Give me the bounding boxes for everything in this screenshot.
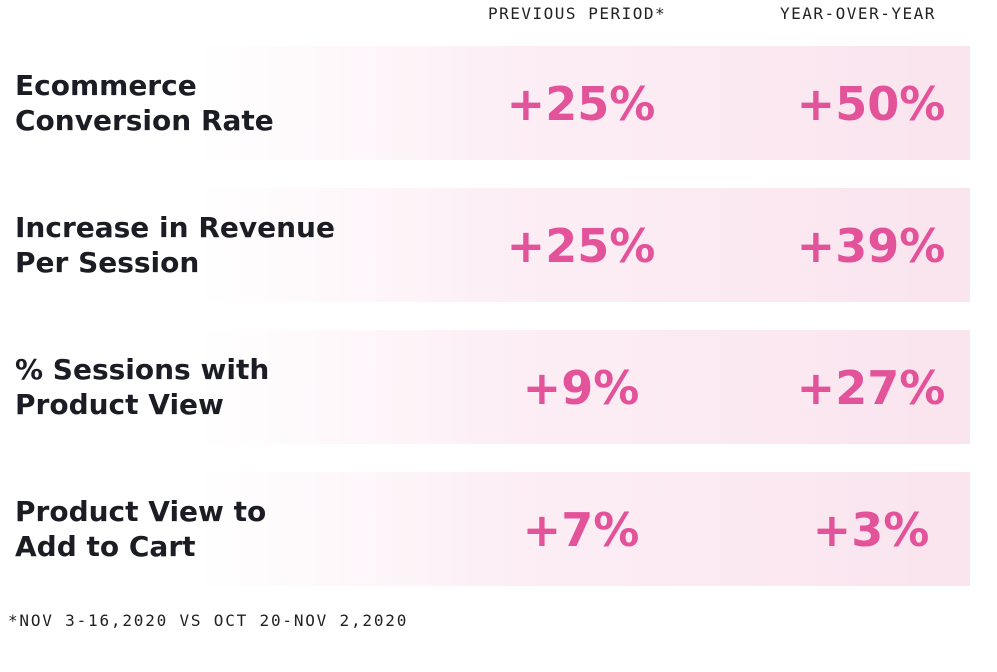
value-previous-period: +25% bbox=[506, 219, 656, 273]
metric-label-line: Conversion Rate bbox=[15, 104, 274, 137]
metric-label-line: Product View bbox=[15, 388, 224, 421]
footnote: *NOV 3-16,2020 VS OCT 20-NOV 2,2020 bbox=[8, 611, 409, 630]
column-header-previous-period: PREVIOUS PERIOD* bbox=[488, 4, 667, 23]
metric-row: Ecommerce Conversion Rate +25% +50% bbox=[0, 46, 970, 160]
value-previous-period: +25% bbox=[506, 77, 656, 131]
metric-row: Product View to Add to Cart +7% +3% bbox=[0, 472, 970, 586]
metric-label-line: Per Session bbox=[15, 246, 200, 279]
metric-label: % Sessions with Product View bbox=[15, 352, 269, 422]
metric-label-line: Increase in Revenue bbox=[15, 211, 335, 244]
metric-label: Product View to Add to Cart bbox=[15, 494, 266, 564]
value-previous-period: +7% bbox=[522, 503, 640, 557]
metric-row: Increase in Revenue Per Session +25% +39% bbox=[0, 188, 970, 302]
value-year-over-year: +39% bbox=[796, 219, 946, 273]
metric-row: % Sessions with Product View +9% +27% bbox=[0, 330, 970, 444]
metric-label: Ecommerce Conversion Rate bbox=[15, 68, 274, 138]
value-previous-period: +9% bbox=[522, 361, 640, 415]
metric-label-line: Product View to bbox=[15, 495, 267, 528]
metric-label-line: Ecommerce bbox=[15, 69, 197, 102]
column-header-year-over-year: YEAR-OVER-YEAR bbox=[780, 4, 936, 23]
value-year-over-year: +50% bbox=[796, 77, 946, 131]
metric-label: Increase in Revenue Per Session bbox=[15, 210, 335, 280]
value-year-over-year: +3% bbox=[812, 503, 930, 557]
metric-label-line: % Sessions with bbox=[15, 353, 270, 386]
value-year-over-year: +27% bbox=[796, 361, 946, 415]
metric-label-line: Add to Cart bbox=[15, 530, 196, 563]
